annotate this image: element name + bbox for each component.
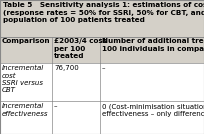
Text: 76,700: 76,700 [54, 65, 79, 71]
Bar [0, 101, 204, 134]
Text: Number of additional treatment-rel
100 individuals in comparison with: Number of additional treatment-rel 100 i… [102, 38, 204, 51]
Text: Comparison: Comparison [2, 38, 51, 44]
Text: –: – [102, 65, 105, 71]
Text: –: – [54, 103, 58, 109]
Bar [0, 37, 204, 63]
Text: Table 5   Sensitivity analysis 1: estimations of cost-effective
(response rates : Table 5 Sensitivity analysis 1: estimati… [3, 2, 204, 23]
Bar [0, 0, 204, 37]
Text: £2003/4 cost
per 100
treated: £2003/4 cost per 100 treated [54, 38, 106, 59]
Text: Incremental
effectiveness: Incremental effectiveness [2, 103, 49, 116]
Bar [0, 63, 204, 101]
Text: 0 (Cost-minimisation situation; no dif
effectiveness – only difference in cost: 0 (Cost-minimisation situation; no dif e… [102, 103, 204, 117]
Text: Incremental
cost
SSRI versus
CBT: Incremental cost SSRI versus CBT [2, 65, 44, 94]
